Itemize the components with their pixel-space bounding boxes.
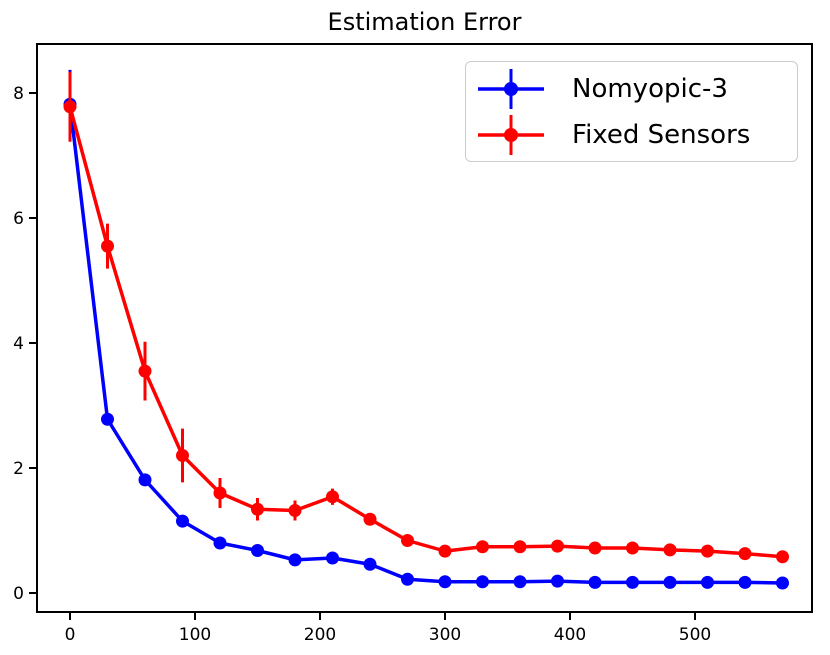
data-point-marker bbox=[701, 544, 714, 558]
y-axis-tick-label: 0 bbox=[13, 584, 24, 604]
errorbar-marker-icon bbox=[478, 69, 544, 109]
x-axis: 0 100 200 300 400 500 bbox=[65, 612, 711, 645]
data-point-marker bbox=[663, 575, 677, 589]
data-point-marker bbox=[476, 575, 489, 589]
data-point-marker bbox=[326, 490, 339, 504]
data-point-marker bbox=[513, 575, 527, 589]
data-point-marker bbox=[551, 574, 564, 588]
data-point-marker bbox=[513, 540, 527, 554]
data-point-marker bbox=[251, 544, 264, 557]
data-point-marker bbox=[438, 575, 452, 589]
data-point-marker bbox=[626, 575, 639, 589]
data-point-marker bbox=[288, 553, 302, 567]
data-point-marker bbox=[213, 536, 227, 550]
errorbar-marker-icon bbox=[478, 115, 544, 155]
x-axis-tick-label: 500 bbox=[679, 625, 711, 645]
data-point-marker bbox=[551, 539, 564, 553]
data-point-marker bbox=[363, 557, 377, 571]
data-point-marker bbox=[588, 575, 602, 589]
legend-entry-nomyopic-3: Nomyopic-3 bbox=[476, 66, 789, 112]
x-axis-tick-label: 0 bbox=[65, 625, 76, 645]
data-point-marker bbox=[138, 473, 152, 487]
data-point-marker bbox=[138, 364, 152, 378]
data-point-marker bbox=[101, 412, 114, 426]
data-point-marker bbox=[63, 100, 77, 114]
legend-entry-fixed-sensors: Fixed Sensors bbox=[476, 112, 789, 158]
data-point-marker bbox=[738, 547, 752, 561]
series-fixed-sensors bbox=[63, 71, 789, 564]
data-point-marker bbox=[176, 514, 189, 528]
plot-border bbox=[36, 43, 813, 613]
series-line bbox=[68, 106, 783, 559]
data-point-marker bbox=[776, 576, 789, 590]
data-point-marker bbox=[738, 575, 752, 589]
y-axis-tick-label: 2 bbox=[13, 459, 24, 479]
data-point-marker bbox=[476, 540, 489, 554]
data-point-marker bbox=[401, 572, 414, 586]
data-point-marker bbox=[176, 449, 189, 462]
data-point-marker bbox=[213, 486, 227, 500]
chart-title: Estimation Error bbox=[327, 8, 522, 36]
y-axis-tick-label: 4 bbox=[13, 334, 24, 354]
y-axis: 0 2 4 6 8 bbox=[13, 84, 37, 604]
legend-label: Fixed Sensors bbox=[572, 120, 751, 150]
series-line bbox=[68, 104, 783, 585]
data-point-marker bbox=[101, 239, 114, 253]
x-axis-tick-label: 200 bbox=[304, 625, 336, 645]
data-point-marker bbox=[326, 551, 339, 565]
legend-label: Nomyopic-3 bbox=[572, 74, 728, 104]
data-point-marker bbox=[588, 541, 602, 555]
data-point-marker bbox=[363, 512, 377, 526]
data-point-marker bbox=[663, 543, 677, 557]
data-point-marker bbox=[251, 502, 264, 516]
x-axis-tick-label: 300 bbox=[429, 625, 461, 645]
legend: Nomyopic-3 Fixed Sensors bbox=[465, 61, 798, 162]
y-axis-tick-label: 8 bbox=[13, 84, 24, 104]
data-point-marker bbox=[438, 544, 452, 558]
data-point-marker bbox=[626, 541, 639, 555]
data-point-marker bbox=[776, 550, 789, 564]
data-point-marker bbox=[288, 504, 302, 517]
x-axis-tick-label: 400 bbox=[554, 625, 586, 645]
y-axis-tick-label: 6 bbox=[13, 209, 24, 229]
data-point-marker bbox=[401, 534, 414, 547]
data-point-marker bbox=[701, 575, 714, 589]
x-axis-tick-label: 100 bbox=[179, 625, 211, 645]
